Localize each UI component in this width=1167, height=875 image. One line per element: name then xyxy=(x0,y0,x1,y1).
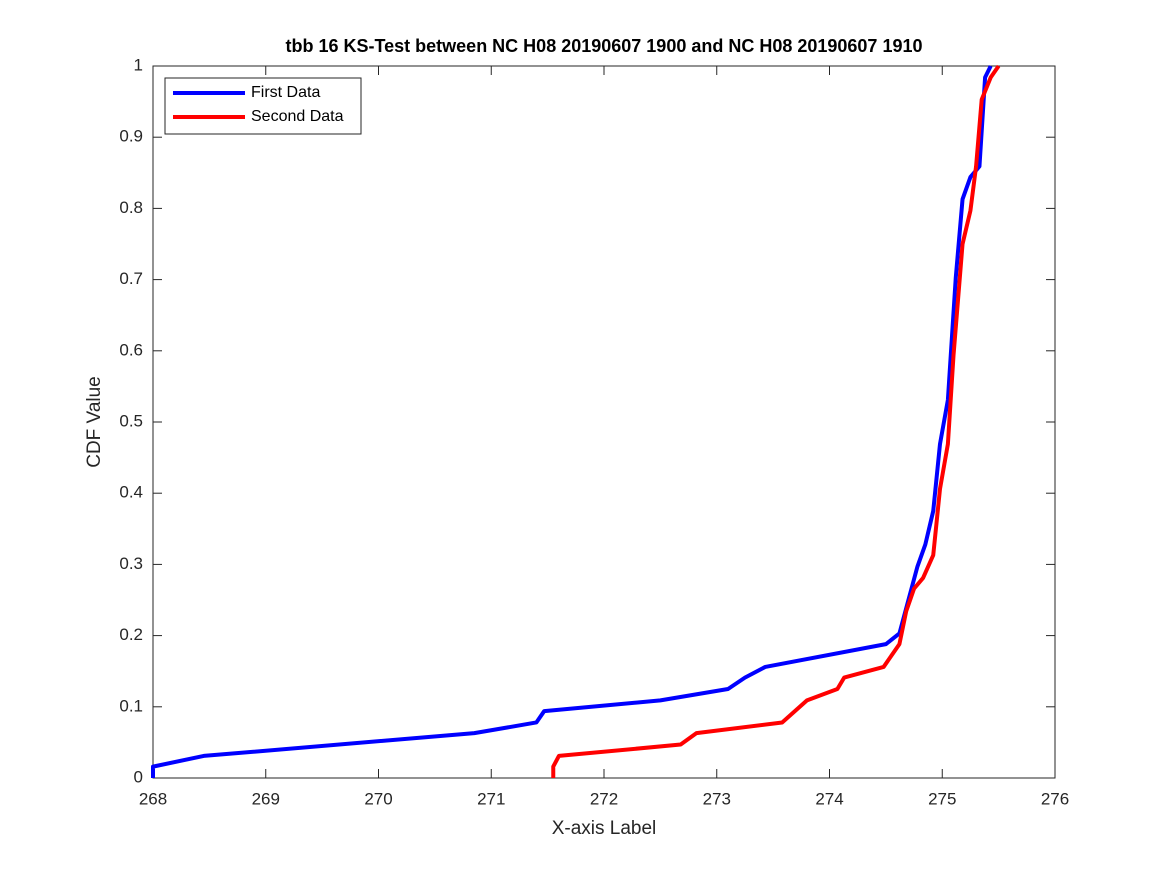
y-tick-label: 0.4 xyxy=(119,483,143,502)
x-tick-label: 268 xyxy=(139,789,167,808)
x-tick-label: 269 xyxy=(252,789,280,808)
y-tick-label: 0.1 xyxy=(119,696,143,715)
y-tick-label: 0.6 xyxy=(119,340,143,359)
chart-title: tbb 16 KS-Test between NC H08 20190607 1… xyxy=(285,36,922,56)
x-tick-label: 272 xyxy=(590,789,618,808)
legend-label: First Data xyxy=(251,84,320,101)
x-tick-label: 276 xyxy=(1041,789,1069,808)
y-tick-label: 0 xyxy=(134,767,143,786)
x-tick-label: 274 xyxy=(815,789,843,808)
x-tick-label: 270 xyxy=(364,789,392,808)
y-tick-label: 0.3 xyxy=(119,554,143,573)
data-line xyxy=(551,64,1001,778)
y-tick-label: 0.8 xyxy=(119,198,143,217)
x-axis-label: X-axis Label xyxy=(552,818,657,839)
x-tick-label: 273 xyxy=(703,789,731,808)
plot-area xyxy=(152,65,1056,779)
legend-box xyxy=(164,77,362,135)
y-axis-label: CDF Value xyxy=(84,376,105,468)
x-tick-label: 271 xyxy=(477,789,505,808)
y-tick-label: 0.2 xyxy=(119,625,143,644)
legend-label: Second Data xyxy=(251,108,344,125)
y-tick-label: 0.7 xyxy=(119,269,143,288)
y-tick-label: 0.5 xyxy=(119,411,143,430)
y-tick-label: 1 xyxy=(134,55,143,74)
x-tick-label: 275 xyxy=(928,789,956,808)
y-tick-label: 0.9 xyxy=(119,127,143,146)
